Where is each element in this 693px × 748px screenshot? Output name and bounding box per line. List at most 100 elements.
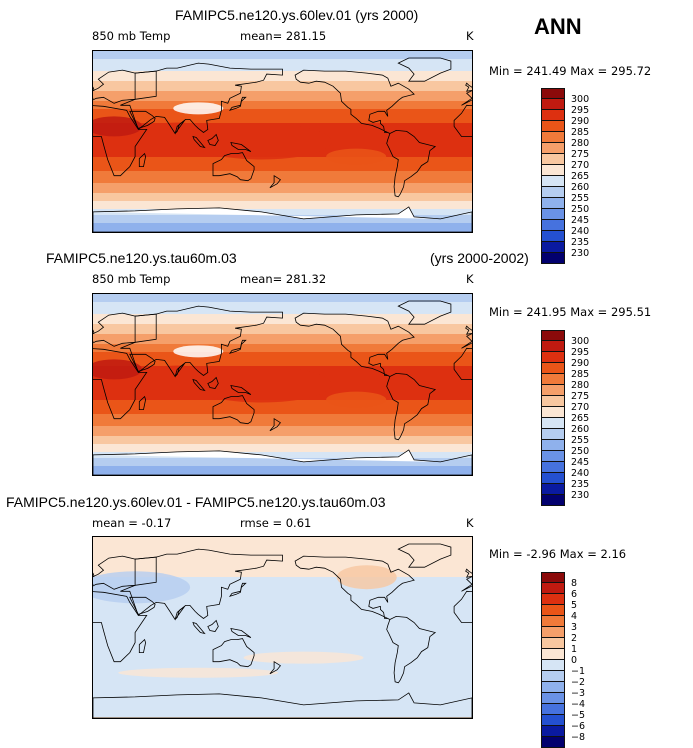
warm-pool-indian [142,365,213,394]
colorbar-swatch [541,396,565,407]
lat-band [93,472,472,475]
lat-band [93,414,472,417]
lat-band [93,625,472,628]
lat-band [93,448,472,451]
lat-band [93,59,472,62]
coastline-uk [93,86,95,91]
coastline-japan [228,582,247,598]
coastline-madagascar [138,638,147,653]
coastline-asia [120,548,283,621]
lat-band [93,75,472,78]
lat-band [93,695,472,698]
colorbar-label: 270 [571,401,590,413]
colorbar-swatch [541,363,565,374]
colorbar-swatch [541,242,565,253]
panel1-title: FAMIPC5.ne120.ys.60lev.01 (yrs 2000) [175,7,419,23]
colorbar-swatch [541,484,565,495]
coastline-india-sea [174,363,185,377]
warm-pool-indian [142,122,213,151]
lat-band [93,464,472,467]
colorbar-label: 3 [571,621,578,633]
coastline-nz [269,660,281,675]
colorbar-swatch [541,616,565,627]
colorbar-label: 1 [571,643,578,655]
colorbar-swatch [541,99,565,110]
lat-band [93,468,472,471]
lat-band [93,320,472,323]
lat-band [93,324,472,327]
lat-band [93,119,472,122]
colorbar-label: 5 [571,599,578,611]
colorbar-swatch [541,253,565,264]
colorbar-swatch [541,704,565,715]
lat-band [93,115,472,118]
colorbar-swatch [541,605,565,616]
lat-band [93,121,472,124]
colorbar-label: 280 [571,137,590,149]
colorbar-swatch [541,330,565,341]
lat-band [93,428,472,431]
colorbar-label: 0 [571,654,578,666]
lat-band [93,575,472,578]
lat-band [93,302,472,305]
colorbar-label: 240 [571,225,590,237]
lat-band [93,163,472,166]
lat-band [93,229,472,232]
colorbar-label: 6 [571,588,578,600]
lat-band [93,591,472,594]
lat-band [93,621,472,624]
coastline-nz [269,174,281,189]
lat-band [93,117,472,120]
lat-band [93,597,472,600]
lat-band [93,474,472,475]
lat-band [93,179,472,182]
colorbar-label: 285 [571,126,590,138]
lat-band [93,551,472,554]
season-label: ANN [534,14,582,39]
coastline-greenland [397,300,452,325]
panel2-minmax: Min = 241.95 Max = 295.51 [489,305,652,319]
coastline-s-america [386,615,437,684]
coastline-uk [93,572,95,577]
lat-band [93,211,472,214]
lat-band [93,77,472,80]
coastline-borneo [207,376,219,389]
lat-band [93,87,472,90]
colorbar-swatch [541,209,565,220]
lat-band [93,462,472,465]
colorbar-label: 230 [571,489,590,501]
lat-band [93,609,472,612]
panel1-mean-label: mean= 281.15 [240,29,327,43]
lat-band [93,171,472,174]
lat-band [93,322,472,325]
colorbar-swatch [541,440,565,451]
lat-band [93,693,472,696]
lat-band [93,561,472,564]
coastline-greenland [397,543,452,568]
lat-band [93,195,472,198]
panel1-map [92,50,473,233]
coastline-japan [228,339,247,355]
cool-tongue [326,148,387,165]
colorbar-swatch [541,132,565,143]
warm-pool-pacific [191,366,332,403]
lat-band [93,410,472,413]
lat-band [93,583,472,586]
colorbar-swatch [541,154,565,165]
lat-band [93,161,472,164]
lat-band [93,701,472,704]
coastline-borneo [207,133,219,146]
coastline-arabia [129,353,156,372]
colorbar-label: 8 [571,577,578,589]
lat-band [93,709,472,712]
lat-band [93,304,472,307]
lat-band [93,563,472,566]
panel3-title: FAMIPC5.ne120.ys.60lev.01 - FAMIPC5.ne12… [6,494,386,510]
lat-band [93,444,472,447]
lat-band [93,328,472,331]
lat-band [93,105,472,108]
lat-band [93,205,472,208]
lat-band [93,364,472,367]
lat-band [93,703,472,706]
panel3-mean-label: mean = -0.17 [92,516,172,530]
